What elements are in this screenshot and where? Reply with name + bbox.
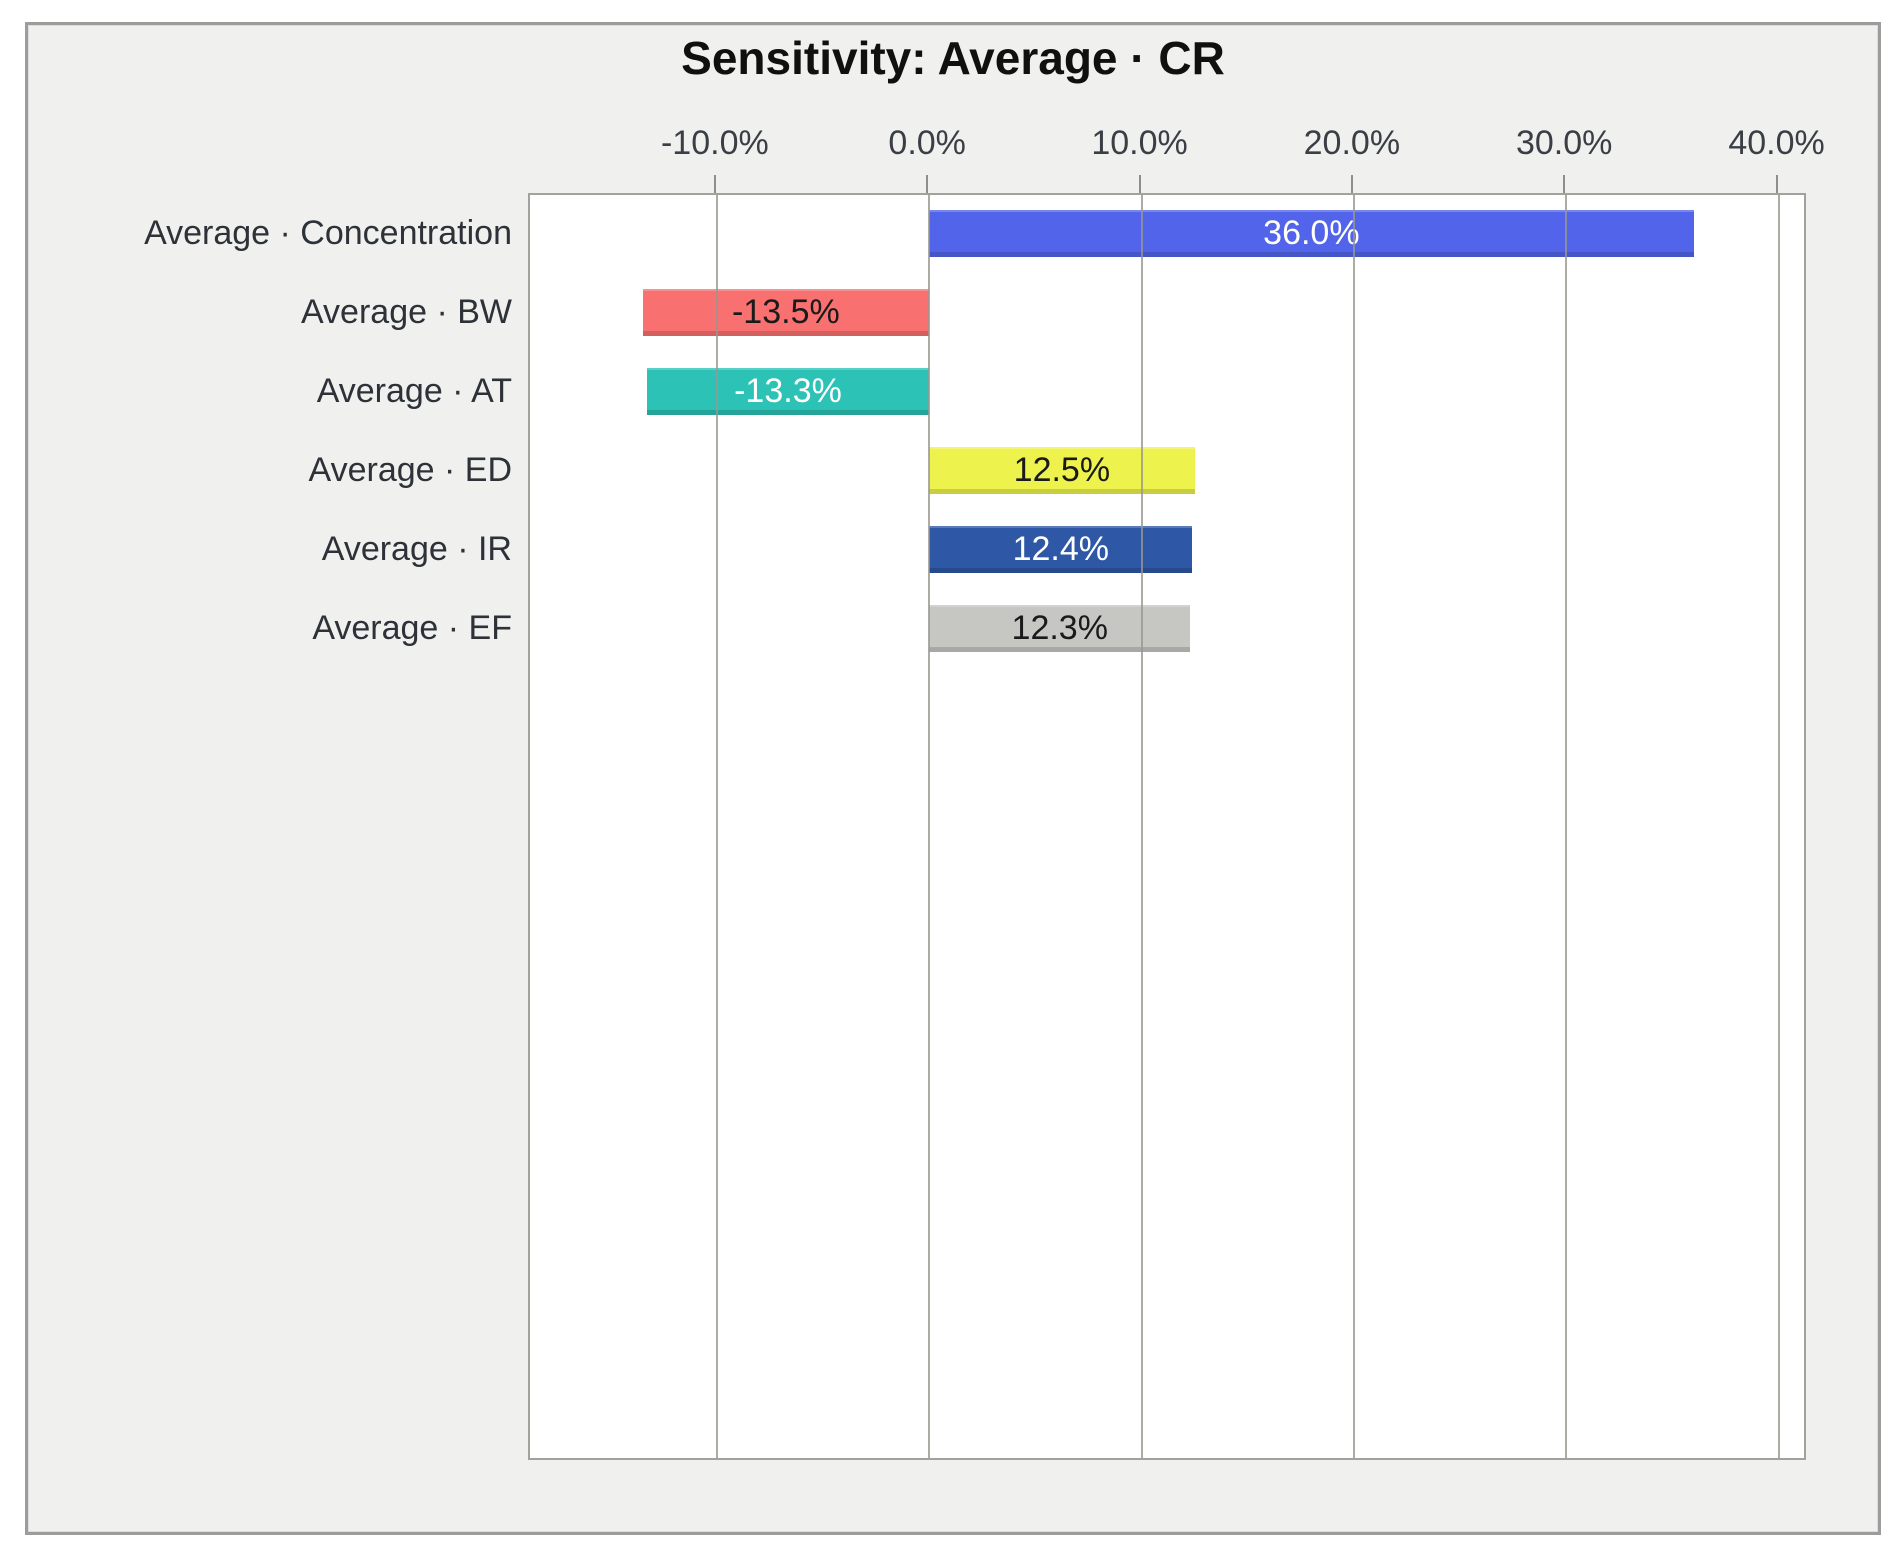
category-label: Average · ED bbox=[308, 451, 512, 489]
x-axis-tick-marks bbox=[528, 175, 1802, 193]
gridline bbox=[715, 195, 718, 1458]
bar-3: -13.3% bbox=[646, 368, 930, 415]
x-axis-tick-label: 30.0% bbox=[1515, 124, 1613, 162]
category-label: Average · BW bbox=[300, 293, 512, 331]
x-axis-tick bbox=[713, 175, 716, 193]
x-axis-tick bbox=[1350, 175, 1353, 193]
chart-title: Sensitivity: Average · CR bbox=[681, 32, 1225, 84]
gridline bbox=[1565, 195, 1568, 1458]
bar-6: 12.3% bbox=[929, 605, 1191, 652]
category-labels: Average · Concentration Average · BW Avera… bbox=[28, 25, 512, 1456]
chart-panel: Sensitivity: Average · CR -10.0% 0.0% 10.0… bbox=[25, 22, 1881, 1535]
x-axis-tick-label: 0.0% bbox=[888, 124, 966, 162]
x-axis-tick bbox=[1138, 175, 1141, 193]
gridline bbox=[1777, 195, 1780, 1458]
bar-1: 36.0% bbox=[929, 210, 1694, 257]
bar-4: 12.5% bbox=[929, 447, 1195, 494]
x-axis-tick-label: 40.0% bbox=[1728, 124, 1825, 162]
x-axis-tick-labels: -10.0% 0.0% 10.0% 20.0% 30.0% 40.0% bbox=[528, 119, 1825, 167]
plot-area: 36.0% -13.5% -13.3% 12.5% 12.4% 12.3% bbox=[528, 193, 1806, 1460]
category-label: Average · AT bbox=[316, 372, 512, 410]
category-label: Average · EF bbox=[312, 609, 512, 647]
x-axis-tick bbox=[926, 175, 929, 193]
x-axis-tick-label: -10.0% bbox=[660, 124, 769, 162]
x-axis-tick bbox=[1775, 175, 1778, 193]
gridline bbox=[1352, 195, 1355, 1458]
bar-5: 12.4% bbox=[929, 526, 1193, 573]
gridline bbox=[928, 195, 931, 1458]
gridline bbox=[1140, 195, 1143, 1458]
x-axis-tick-label: 10.0% bbox=[1091, 124, 1188, 162]
x-axis-tick-label: 20.0% bbox=[1303, 124, 1401, 162]
category-label: Average · IR bbox=[321, 530, 512, 568]
x-axis-tick bbox=[1563, 175, 1566, 193]
category-label: Average · Concentration bbox=[144, 214, 512, 252]
bar-2: -13.5% bbox=[642, 289, 930, 336]
